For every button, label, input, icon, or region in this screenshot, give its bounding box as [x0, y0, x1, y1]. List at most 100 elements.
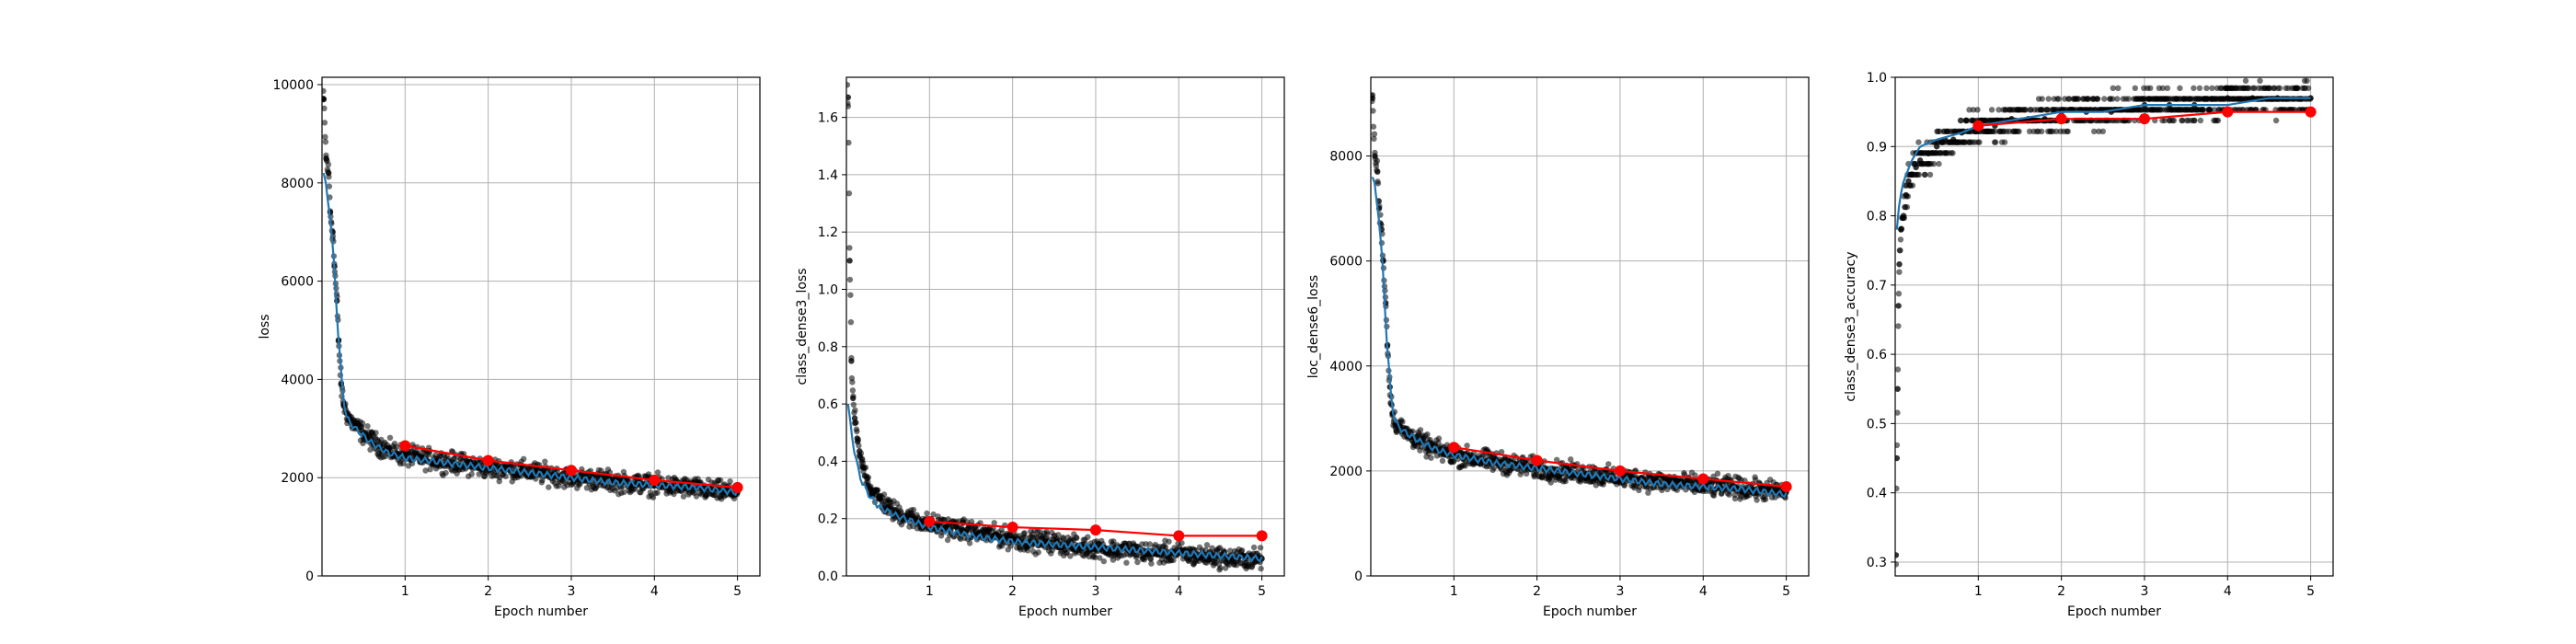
- scatter-point: [2170, 117, 2178, 124]
- smoothed-series-line: [1371, 177, 1788, 499]
- scatter-point: [846, 94, 852, 101]
- scatter-point: [1895, 442, 1901, 449]
- scatter-point: [1258, 565, 1264, 572]
- scatter-point: [859, 459, 867, 466]
- y-tick-label: 0.0: [818, 569, 838, 584]
- scatter-point: [1933, 144, 1940, 150]
- y-tick-label: 10000: [272, 78, 314, 93]
- epoch-marker: [1448, 442, 1460, 454]
- scatter-point: [1992, 128, 1998, 134]
- scatter-point: [2272, 117, 2280, 124]
- chart-panel-1: 1 2 3 4 5 0 2000 4000 6000 8000 10000 Epoch number l…: [258, 76, 761, 619]
- scatter-point: [1895, 366, 1902, 373]
- axes-frame: [1894, 76, 2334, 577]
- axes-frame: [1370, 76, 1810, 577]
- scatter-point: [1097, 555, 1103, 561]
- scatter-point: [2164, 85, 2171, 92]
- scatter-point: [323, 155, 329, 162]
- scatter-point: [1074, 535, 1080, 541]
- scatter-point: [1895, 409, 1901, 416]
- scatter-point: [1417, 427, 1424, 433]
- scatter-point: [2307, 95, 2314, 101]
- x-tick-label: 5: [2306, 584, 2315, 599]
- scatter-point: [1895, 561, 1900, 568]
- scatter-point: [2045, 96, 2052, 102]
- scatter-point: [322, 133, 328, 140]
- scatter-point: [2053, 128, 2060, 134]
- scatter-point: [1916, 157, 1924, 164]
- x-tick-label: 3: [1616, 584, 1625, 599]
- scatter-point: [924, 510, 930, 517]
- y-axis-label: loc_dense6_loss: [1306, 275, 1321, 378]
- scatter-point: [1714, 470, 1721, 477]
- x-axis-label: Epoch number: [494, 604, 588, 619]
- y-tick-label: 0.6: [818, 397, 838, 412]
- scatter-point: [1424, 431, 1431, 438]
- scatter-point: [2177, 85, 2183, 92]
- scatter-point: [1007, 543, 1014, 549]
- scatter-point: [359, 420, 366, 427]
- scatter-point: [846, 190, 853, 197]
- scatter-point: [1035, 549, 1041, 556]
- x-tick-label: 4: [650, 584, 659, 599]
- epoch-marker: [2055, 113, 2067, 125]
- scatter-point: [1498, 449, 1505, 455]
- x-tick-label: 1: [401, 584, 409, 599]
- x-tick-label: 1: [1974, 584, 1983, 599]
- y-tick-label: 1.2: [818, 225, 838, 240]
- epoch-marker: [1780, 481, 1792, 493]
- scatter-point: [2257, 77, 2263, 85]
- scatter-point: [502, 473, 509, 479]
- scatter-point: [1913, 164, 1919, 171]
- scatter-point: [521, 455, 527, 462]
- scatter-point: [2039, 128, 2045, 134]
- scatter-point: [910, 506, 917, 513]
- y-tick-label: 0.4: [1867, 487, 1887, 501]
- x-axis-label: Epoch number: [2067, 604, 2161, 619]
- scatter-point: [1371, 131, 1378, 137]
- scatter-point: [847, 319, 855, 326]
- scatter-point: [2266, 85, 2273, 92]
- scatter-point: [1025, 547, 1031, 554]
- scatter-point: [2214, 117, 2222, 124]
- scatter-point: [1605, 461, 1612, 467]
- scatter-point: [2197, 117, 2204, 124]
- scatter-point: [1399, 419, 1406, 425]
- scatter-point: [1908, 171, 1915, 178]
- x-tick-label: 4: [2224, 584, 2232, 599]
- y-tick-label: 0.6: [1867, 348, 1887, 362]
- x-axis-label: Epoch number: [1018, 604, 1112, 619]
- plot-area: [846, 82, 1268, 573]
- scatter-point: [1371, 95, 1376, 102]
- y-tick-label: 0.4: [818, 454, 838, 469]
- scatter-point: [852, 407, 858, 413]
- scatter-point: [322, 87, 327, 94]
- y-tick-label: 0: [1354, 569, 1363, 584]
- y-tick-label: 2000: [281, 471, 314, 486]
- scatter-point: [880, 491, 888, 498]
- scatter-point: [1897, 236, 1904, 243]
- scatter-point: [1995, 107, 2002, 113]
- scatter-point: [1123, 559, 1130, 566]
- smoothed-series-line: [322, 172, 739, 497]
- scatter-point: [1896, 269, 1903, 275]
- scatter-point: [1966, 107, 1972, 113]
- scatter-point: [2066, 96, 2073, 102]
- y-tick-label: 1.4: [818, 168, 838, 183]
- scatter-point: [1974, 107, 1981, 113]
- scatter-point: [850, 395, 857, 402]
- scatter-point: [1915, 171, 1923, 178]
- scatter-point: [727, 478, 733, 485]
- scatter-point: [364, 423, 371, 430]
- scatter-point: [326, 183, 333, 190]
- scatter-point: [847, 292, 854, 298]
- scatter-point: [1762, 496, 1769, 502]
- scatter-point: [2064, 128, 2071, 134]
- epoch-marker: [2138, 113, 2150, 125]
- scatter-point: [2203, 85, 2210, 92]
- scatter-point: [1371, 123, 1377, 130]
- epoch-marker: [399, 440, 411, 452]
- scatter-point: [2196, 85, 2203, 92]
- scatter-point: [1958, 117, 1964, 124]
- scatter-point: [1903, 203, 1911, 211]
